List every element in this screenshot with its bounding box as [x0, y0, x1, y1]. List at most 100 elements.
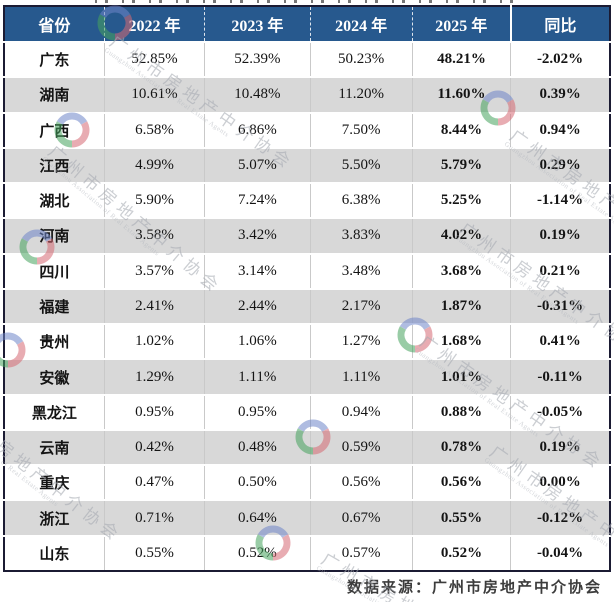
value-2024-cell: 50.23%: [309, 40, 413, 78]
value-2022-cell: 1.02%: [103, 323, 205, 360]
yoy-cell: -0.04%: [510, 534, 610, 571]
value-2023-cell: 52.39%: [204, 40, 310, 78]
value-2023-cell: 0.48%: [204, 428, 310, 466]
table-row: 贵州 1.02% 1.06% 1.27% 1.68% 0.41%: [4, 323, 610, 360]
table-header-row: 省份 2022 年 2023 年 2024 年 2025 年 同比: [4, 6, 610, 42]
value-2022-cell: 6.58%: [103, 111, 205, 148]
yoy-cell: 0.21%: [510, 252, 610, 289]
value-2024-cell: 11.20%: [309, 76, 413, 113]
value-2024-cell: 3.83%: [309, 217, 413, 254]
table-row: 河南 3.58% 3.42% 3.83% 4.02% 0.19%: [4, 217, 610, 254]
value-2025-cell: 5.25%: [411, 182, 511, 219]
col-header-2023: 2023 年: [204, 6, 310, 42]
value-2022-cell: 10.61%: [103, 76, 205, 113]
yoy-cell: 0.19%: [510, 217, 610, 254]
value-2023-cell: 0.52%: [204, 534, 310, 571]
value-2023-cell: 0.95%: [204, 393, 310, 430]
province-cell: 广东: [4, 40, 105, 78]
value-2025-cell: 0.52%: [411, 534, 511, 571]
value-2024-cell: 2.17%: [309, 287, 413, 325]
province-cell: 黑龙江: [4, 393, 105, 430]
value-2023-cell: 0.50%: [204, 464, 310, 501]
value-2023-cell: 3.42%: [204, 217, 310, 254]
value-2024-cell: 3.48%: [309, 252, 413, 289]
value-2025-cell: 1.87%: [411, 287, 511, 325]
province-cell: 四川: [4, 252, 105, 289]
province-cell: 贵州: [4, 323, 105, 360]
value-2024-cell: 0.94%: [309, 393, 413, 430]
col-header-2022: 2022 年: [103, 6, 205, 42]
table-row: 安徽 1.29% 1.11% 1.11% 1.01% -0.11%: [4, 358, 610, 395]
value-2023-cell: 1.11%: [204, 358, 310, 395]
value-2023-cell: 3.14%: [204, 252, 310, 289]
value-2022-cell: 5.90%: [103, 182, 205, 219]
value-2023-cell: 5.07%: [204, 146, 310, 184]
value-2025-cell: 48.21%: [411, 40, 511, 78]
yoy-cell: -2.02%: [510, 40, 610, 78]
value-2022-cell: 0.95%: [103, 393, 205, 430]
value-2022-cell: 2.41%: [103, 287, 205, 325]
value-2022-cell: 0.47%: [103, 464, 205, 501]
value-2023-cell: 0.64%: [204, 499, 310, 536]
table-row: 四川 3.57% 3.14% 3.48% 3.68% 0.21%: [4, 252, 610, 289]
value-2024-cell: 0.67%: [309, 499, 413, 536]
value-2024-cell: 6.38%: [309, 182, 413, 219]
yoy-cell: -0.11%: [510, 358, 610, 395]
value-2023-cell: 6.86%: [204, 111, 310, 148]
yoy-cell: -0.05%: [510, 393, 610, 430]
value-2023-cell: 1.06%: [204, 323, 310, 360]
value-2025-cell: 1.68%: [411, 323, 511, 360]
value-2025-cell: 0.55%: [411, 499, 511, 536]
table-row: 云南 0.42% 0.48% 0.59% 0.78% 0.19%: [4, 428, 610, 466]
value-2025-cell: 0.88%: [411, 393, 511, 430]
province-cell: 山东: [4, 534, 105, 571]
value-2023-cell: 2.44%: [204, 287, 310, 325]
province-cell: 福建: [4, 287, 105, 325]
col-header-2025: 2025 年: [411, 6, 511, 42]
value-2025-cell: 1.01%: [411, 358, 511, 395]
table-row: 广东 52.85% 52.39% 50.23% 48.21% -2.02%: [4, 40, 610, 78]
yoy-cell: -0.12%: [510, 499, 610, 536]
value-2024-cell: 0.56%: [309, 464, 413, 501]
value-2024-cell: 7.50%: [309, 111, 413, 148]
table-row: 江西 4.99% 5.07% 5.50% 5.79% 0.29%: [4, 146, 610, 184]
table-row: 重庆 0.47% 0.50% 0.56% 0.56% 0.00%: [4, 464, 610, 501]
yoy-cell: 0.41%: [510, 323, 610, 360]
yoy-cell: 0.94%: [510, 111, 610, 148]
value-2022-cell: 3.57%: [103, 252, 205, 289]
value-2024-cell: 0.57%: [309, 534, 413, 571]
clipped-title-remnant: [95, 0, 525, 3]
table-row: 湖南 10.61% 10.48% 11.20% 11.60% 0.39%: [4, 76, 610, 113]
province-cell: 浙江: [4, 499, 105, 536]
value-2024-cell: 1.11%: [309, 358, 413, 395]
table-row: 福建 2.41% 2.44% 2.17% 1.87% -0.31%: [4, 287, 610, 325]
province-cell: 河南: [4, 217, 105, 254]
province-cell: 广西: [4, 111, 105, 148]
value-2025-cell: 5.79%: [411, 146, 511, 184]
value-2022-cell: 3.58%: [103, 217, 205, 254]
value-2022-cell: 0.42%: [103, 428, 205, 466]
province-cell: 湖北: [4, 182, 105, 219]
col-header-yoy: 同比: [509, 6, 610, 42]
table-row: 黑龙江 0.95% 0.95% 0.94% 0.88% -0.05%: [4, 393, 610, 430]
value-2022-cell: 0.71%: [103, 499, 205, 536]
table-body: 广东 52.85% 52.39% 50.23% 48.21% -2.02% 湖南 10.61%…: [4, 40, 610, 571]
yoy-cell: 0.29%: [510, 146, 610, 184]
province-cell: 江西: [4, 146, 105, 184]
col-header-2024: 2024 年: [309, 6, 413, 42]
yoy-cell: -0.31%: [510, 287, 610, 325]
table-row: 浙江 0.71% 0.64% 0.67% 0.55% -0.12%: [4, 499, 610, 536]
data-source-caption: 数据来源：广州市房地产中介协会: [346, 580, 602, 596]
value-2025-cell: 11.60%: [411, 76, 511, 113]
table-row: 广西 6.58% 6.86% 7.50% 8.44% 0.94%: [4, 111, 610, 148]
value-2024-cell: 5.50%: [309, 146, 413, 184]
value-2025-cell: 3.68%: [411, 252, 511, 289]
value-2025-cell: 4.02%: [411, 217, 511, 254]
table-row: 湖北 5.90% 7.24% 6.38% 5.25% -1.14%: [4, 182, 610, 219]
value-2022-cell: 1.29%: [103, 358, 205, 395]
province-cell: 重庆: [4, 464, 105, 501]
value-2023-cell: 7.24%: [204, 182, 310, 219]
value-2023-cell: 10.48%: [204, 76, 310, 113]
province-cell: 湖南: [4, 76, 105, 113]
